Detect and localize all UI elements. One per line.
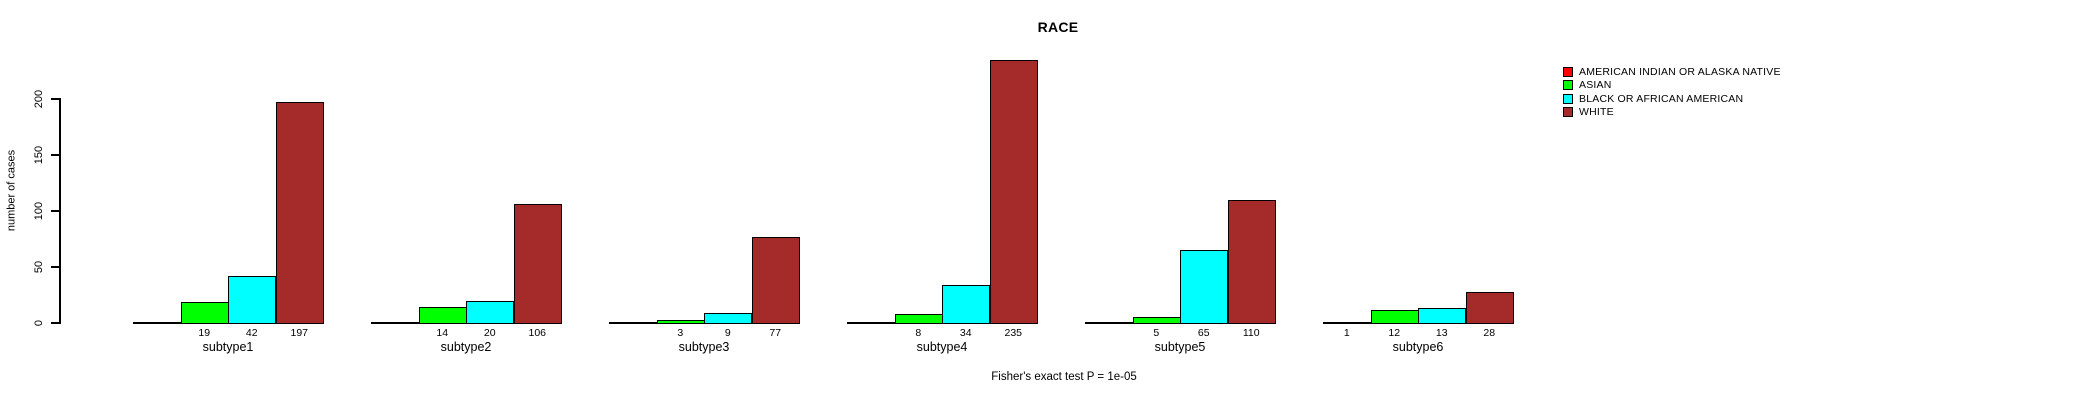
bar-subtype1-white	[275, 102, 324, 324]
bar-value-label: 9	[724, 327, 731, 339]
bar-value-label: 12	[1388, 327, 1401, 339]
y-axis-label: number of cases	[5, 149, 18, 232]
y-axis-tick-label: 0	[33, 319, 45, 327]
bar-subtype1-asian	[180, 301, 229, 324]
bar-subtype3-white	[751, 236, 800, 324]
y-axis-tick	[51, 154, 59, 156]
y-axis-line	[59, 98, 61, 324]
footnote-fisher-test: Fisher's exact test P = 1e-05	[991, 371, 1137, 383]
bar-subtype2-white	[513, 204, 562, 324]
bar-subtype5-white	[1227, 199, 1276, 324]
x-category-label: subtype2	[440, 340, 492, 354]
legend-swatch-icon	[1563, 66, 1573, 77]
bar-value-label: 235	[1004, 327, 1023, 339]
bar-value-label: 110	[1242, 327, 1260, 339]
y-axis-tick	[51, 266, 59, 268]
y-axis-tick	[51, 210, 59, 212]
bar-subtype2-black-or-african-american	[466, 300, 514, 324]
bar-subtype6-asian	[1370, 309, 1419, 324]
bar-value-label: 28	[1483, 327, 1496, 339]
bar-subtype5-asian	[1132, 317, 1181, 324]
y-axis-tick-label: 200	[33, 89, 45, 109]
x-category-label: subtype5	[1154, 340, 1206, 354]
legend-swatch-icon	[1563, 93, 1573, 104]
y-axis-tick-label: 150	[33, 145, 45, 165]
legend-label: AMERICAN INDIAN OR ALASKA NATIVE	[1579, 65, 1781, 78]
legend-item: BLACK OR AFRICAN AMERICAN	[1563, 92, 1743, 106]
y-axis-tick-label: 50	[33, 260, 45, 274]
bar-value-label: 65	[1197, 327, 1210, 339]
bar-subtype4-white	[989, 59, 1038, 324]
bar-value-label: 3	[677, 327, 684, 339]
legend-item: AMERICAN INDIAN OR ALASKA NATIVE	[1563, 65, 1781, 79]
bar-subtype4-asian	[894, 314, 943, 324]
legend-swatch-icon	[1563, 107, 1573, 118]
bar-value-label: 1	[1343, 327, 1350, 339]
bar-value-label: 42	[245, 327, 258, 339]
bar-subtype6-american-indian-or-alaska-native	[1323, 321, 1371, 324]
bar-subtype4-black-or-african-american	[942, 284, 990, 324]
bar-value-label: 34	[959, 327, 972, 339]
bar-subtype5-black-or-african-american	[1180, 250, 1228, 324]
legend-item: WHITE	[1563, 105, 1614, 119]
bar-value-label: 14	[436, 327, 449, 339]
bar-subtype3-black-or-african-american	[704, 312, 752, 324]
legend-label: WHITE	[1579, 106, 1614, 119]
bar-value-label: 20	[483, 327, 496, 339]
bar-subtype3-asian	[656, 319, 705, 324]
legend-label: ASIAN	[1579, 79, 1612, 92]
bar-value-label: 5	[1153, 327, 1160, 339]
x-category-label: subtype6	[1392, 340, 1444, 354]
x-category-label: subtype1	[202, 340, 254, 354]
legend-item: ASIAN	[1563, 78, 1612, 92]
bar-value-label: 197	[290, 327, 309, 339]
y-axis-tick-label: 100	[33, 201, 45, 221]
bar-subtype2-asian	[418, 307, 467, 324]
bar-value-label: 106	[528, 327, 547, 339]
y-axis-tick	[51, 98, 59, 100]
y-axis-tick	[51, 322, 59, 324]
bar-value-label: 77	[769, 327, 782, 339]
legend-swatch-icon	[1563, 80, 1573, 91]
bar-subtype1-black-or-african-american	[228, 275, 276, 324]
x-category-label: subtype3	[678, 340, 730, 354]
chart-title: RACE	[1037, 19, 1079, 35]
bar-value-label: 13	[1435, 327, 1448, 339]
bar-subtype6-white	[1465, 291, 1514, 324]
bar-subtype6-black-or-african-american	[1418, 308, 1466, 324]
bar-value-label: 19	[198, 327, 211, 339]
legend-label: BLACK OR AFRICAN AMERICAN	[1579, 92, 1744, 105]
bar-value-label: 8	[915, 327, 922, 339]
x-category-label: subtype4	[916, 340, 968, 354]
